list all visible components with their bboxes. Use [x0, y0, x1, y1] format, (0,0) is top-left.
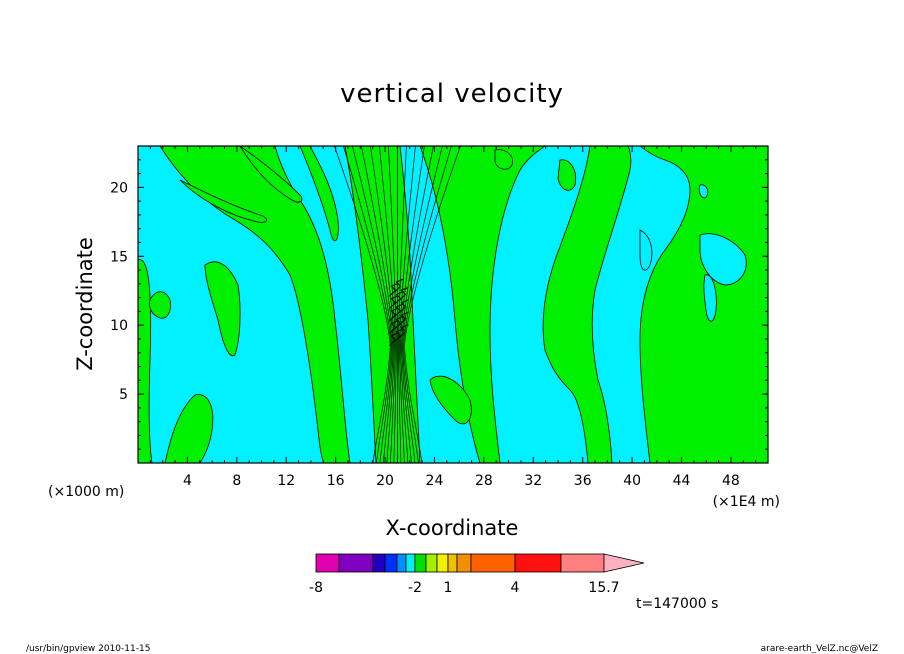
x-tick-label: 20: [376, 473, 394, 489]
x-axis-unit: (×1E4 m): [713, 494, 780, 510]
contour-line: [402, 146, 443, 463]
x-tick-label: 4: [183, 473, 192, 489]
footer-left: /usr/bin/gpview 2010-11-15: [26, 644, 150, 654]
colorbar-box: [414, 553, 427, 573]
x-tick-label: 32: [524, 473, 542, 489]
contour-core: [389, 332, 399, 347]
colorbar-tick-label: -2: [408, 580, 422, 596]
x-tick-label: 12: [277, 473, 295, 489]
colorbar-tick-label: -8: [309, 580, 323, 596]
contour-line: [388, 146, 397, 463]
contour-core: [399, 299, 409, 314]
colorbar-box: [456, 553, 472, 573]
contour-core: [399, 286, 409, 301]
x-tick-label: 16: [327, 473, 345, 489]
contour-core: [394, 290, 404, 305]
x-tick-label: 8: [232, 473, 241, 489]
x-tick-label: 44: [673, 473, 691, 489]
plot-frame: [137, 145, 769, 464]
x-tick-label: 48: [722, 473, 740, 489]
colorbar-tick-label: 4: [511, 580, 520, 596]
contour-core: [389, 319, 399, 334]
contour-core: [394, 315, 404, 330]
contour-line: [343, 146, 392, 463]
x-tick-label: 28: [475, 473, 493, 489]
contour-line: [400, 146, 425, 463]
colorbar: [315, 553, 645, 573]
y-axis-unit: (×1000 m): [48, 484, 124, 500]
colorbar-box: [447, 553, 458, 573]
contour-core: [394, 303, 404, 318]
colorbar-tick-label: 1: [444, 580, 453, 596]
colorbar-box: [315, 553, 340, 573]
colorbar-box: [338, 553, 374, 573]
contour-core: [399, 311, 409, 326]
colorbar-box: [372, 553, 386, 573]
colorbar-box: [384, 553, 398, 573]
y-tick-label: 10: [110, 318, 128, 334]
contour-core: [389, 295, 399, 310]
time-label: t=147000 s: [636, 596, 718, 612]
colorbar-box: [560, 553, 605, 573]
y-axis-label: Z-coordinate: [73, 237, 97, 371]
contour-line: [401, 146, 434, 463]
negative-islands: [639, 184, 747, 322]
x-axis: 4 8 12 16 20 24 28 32 36 40 44 48: [149, 146, 757, 489]
colorbar-box: [396, 553, 407, 573]
central-contours: [334, 146, 461, 463]
contour-core: [389, 307, 399, 322]
contour-line: [334, 146, 391, 463]
x-tick-label: 36: [574, 473, 592, 489]
colorbar-box: [470, 553, 516, 573]
colorbar-box: [405, 553, 416, 573]
x-tick-label: 24: [426, 473, 444, 489]
contour-line: [379, 146, 396, 463]
colorbar-box: [514, 553, 562, 573]
contour-core: [394, 278, 404, 293]
chart-title: vertical velocity: [340, 79, 564, 109]
contour-core: [394, 328, 404, 343]
contour-core: [389, 282, 399, 297]
contour-core: [399, 324, 409, 338]
contour-line: [404, 146, 461, 463]
x-axis-label: X-coordinate: [386, 516, 519, 540]
colorbar-ticks: -8 -2 1 4 15.7: [309, 580, 620, 596]
y-tick-label: 5: [119, 387, 128, 403]
colorbar-box: [436, 553, 449, 573]
positive-regions: [138, 146, 768, 463]
contour-line: [352, 146, 393, 463]
y-axis: 5 10 15 20: [110, 159, 768, 450]
y-tick-label: 20: [110, 180, 128, 196]
colorbar-arrow: [603, 553, 645, 573]
colorbar-box: [425, 553, 438, 573]
footer-right: arare-earth_VelZ.nc@VelZ: [761, 644, 878, 654]
contour-line: [370, 146, 395, 463]
x-tick-label: 40: [623, 473, 641, 489]
colorbar-tick-label: 15.7: [588, 580, 619, 596]
contour-line: [403, 146, 452, 463]
y-tick-label: 15: [110, 249, 128, 265]
plot-area: [138, 146, 768, 463]
